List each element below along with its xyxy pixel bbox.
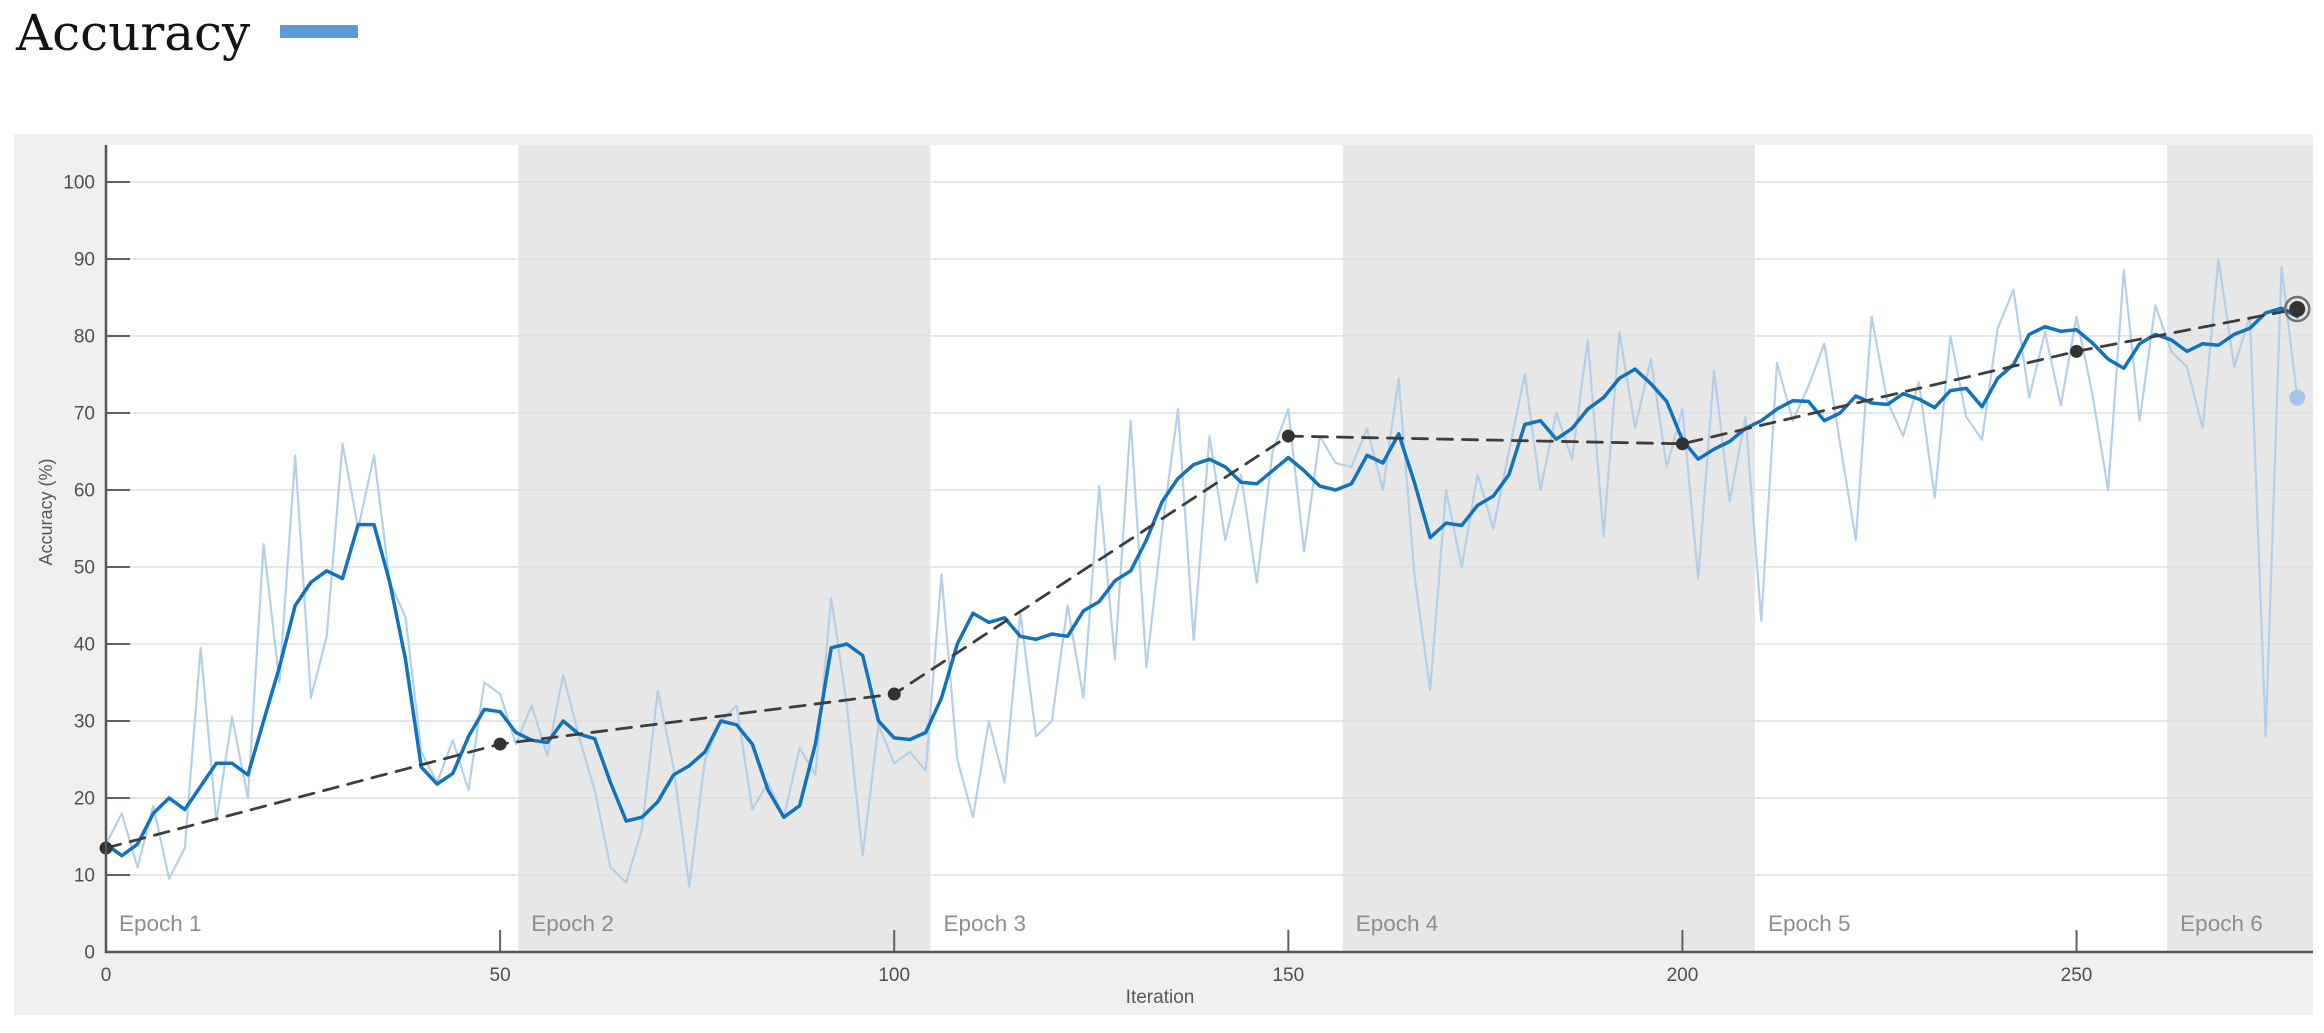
chart-title: Accuracy xyxy=(16,4,251,62)
y-axis-title: Accuracy (%) xyxy=(36,458,56,565)
final-training-dot xyxy=(2289,389,2306,406)
epoch-band xyxy=(518,145,931,952)
chart-caption-row: Accuracy xyxy=(16,0,359,70)
y-tick-label: 50 xyxy=(74,557,95,578)
x-tick-label: 50 xyxy=(490,965,511,986)
epoch-label: Epoch 6 xyxy=(2180,911,2263,936)
epoch-band xyxy=(2167,145,2313,952)
epoch-label: Epoch 3 xyxy=(943,911,1026,936)
epoch-label: Epoch 2 xyxy=(531,911,614,936)
x-tick-label: 0 xyxy=(101,965,112,986)
final-validation-dot xyxy=(2289,301,2306,318)
y-tick-label: 20 xyxy=(74,788,95,809)
x-tick-label: 100 xyxy=(878,965,910,986)
validation-marker xyxy=(493,737,507,751)
epoch-label: Epoch 1 xyxy=(119,911,202,936)
epoch-label: Epoch 4 xyxy=(1356,911,1439,936)
y-tick-label: 90 xyxy=(74,249,95,270)
accuracy-legend-swatch xyxy=(280,25,359,38)
y-tick-label: 70 xyxy=(74,403,95,424)
final-validation-ring xyxy=(2283,295,2311,323)
y-tick-label: 60 xyxy=(74,480,95,501)
y-tick-label: 0 xyxy=(84,943,95,964)
y-tick-label: 100 xyxy=(63,172,95,193)
y-tick-label: 10 xyxy=(74,865,95,886)
epoch-label: Epoch 5 xyxy=(1768,911,1851,936)
x-tick-label: 200 xyxy=(1667,965,1699,986)
validation-marker xyxy=(887,687,901,701)
x-axis-title: Iteration xyxy=(1126,987,1195,1008)
validation-marker xyxy=(1675,437,1689,451)
validation-marker xyxy=(1281,429,1295,443)
epoch-band xyxy=(1342,145,1755,952)
validation-marker xyxy=(2070,344,2084,358)
y-tick-label: 30 xyxy=(74,711,95,732)
training-accuracy-raw-line xyxy=(104,257,2299,888)
y-tick-label: 40 xyxy=(74,634,95,655)
x-tick-label: 150 xyxy=(1272,965,1304,986)
training-accuracy-smoothed-line xyxy=(104,306,2299,858)
y-tick-label: 80 xyxy=(74,326,95,347)
x-tick-label: 250 xyxy=(2061,965,2093,986)
plot-area xyxy=(106,145,2313,952)
